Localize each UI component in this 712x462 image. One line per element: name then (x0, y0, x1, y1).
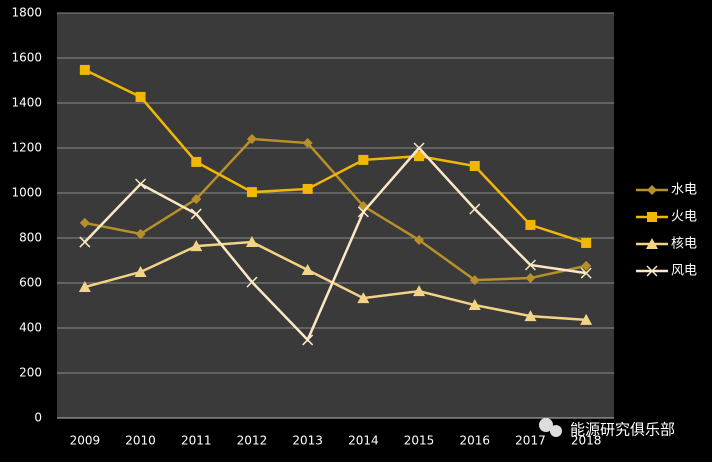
series-line (84, 240, 587, 322)
point-marker (190, 208, 202, 220)
point-marker (246, 187, 257, 198)
x-tick-label: 2013 (292, 434, 323, 448)
point-marker (414, 151, 425, 162)
x-tick-label: 2014 (348, 434, 379, 448)
legend-marker (647, 212, 657, 222)
point-marker (191, 194, 202, 205)
point-marker (135, 91, 146, 102)
point-marker (301, 263, 314, 275)
x-tick-label: 2017 (515, 434, 546, 448)
point-marker (413, 142, 425, 154)
point-marker (246, 276, 258, 288)
point-marker (524, 310, 537, 322)
point-marker (246, 134, 257, 144)
point-marker (358, 154, 369, 165)
point-marker (469, 161, 480, 171)
y-tick-label: 800 (19, 231, 42, 245)
series-line (83, 146, 587, 343)
point-marker (525, 273, 536, 284)
point-marker (414, 235, 425, 246)
point-marker (357, 206, 369, 218)
point-marker (468, 299, 481, 311)
y-tick-label: 1000 (11, 186, 42, 200)
y-tick-label: 400 (19, 321, 42, 335)
point-marker (79, 236, 91, 248)
legend-label: 水电 (671, 183, 697, 198)
series-line (84, 68, 587, 245)
y-tick-label: 1600 (11, 51, 42, 65)
point-marker (135, 178, 147, 190)
x-tick-label: 2011 (181, 434, 212, 448)
legend-marker (646, 265, 658, 277)
y-tick-label: 0 (34, 411, 42, 425)
point-marker (357, 292, 370, 304)
y-tick-label: 200 (19, 366, 42, 380)
point-marker (135, 228, 146, 239)
legend-label: 核电 (671, 237, 697, 252)
point-marker (469, 275, 480, 286)
legend-marker (647, 185, 657, 195)
watermark-icon (539, 418, 562, 437)
x-tick-label: 2015 (404, 434, 435, 448)
x-tick-label: 2012 (237, 434, 268, 448)
plot-area (57, 13, 614, 418)
x-tick-label: 2010 (125, 434, 156, 448)
legend-label: 风电 (671, 264, 697, 279)
point-marker (79, 217, 90, 228)
legend-label: 火电 (671, 210, 697, 225)
point-marker (525, 219, 536, 230)
point-marker (190, 240, 203, 252)
point-marker (413, 285, 426, 297)
point-marker (581, 237, 592, 248)
point-marker (302, 138, 313, 149)
y-tick-label: 600 (19, 276, 42, 290)
point-marker (79, 64, 90, 75)
y-tick-label: 1200 (11, 141, 42, 155)
x-tick-label: 2016 (459, 434, 490, 448)
point-marker (469, 203, 481, 215)
y-tick-label: 1400 (11, 96, 42, 110)
point-marker (524, 259, 536, 271)
point-marker (302, 183, 313, 194)
point-marker (191, 156, 202, 167)
y-tick-label: 1800 (11, 6, 42, 20)
point-marker (245, 236, 258, 248)
point-marker (134, 265, 147, 277)
watermark: 能源研究俱乐部 (570, 421, 675, 439)
point-marker (580, 313, 593, 325)
point-marker (302, 334, 314, 346)
point-marker (580, 267, 592, 279)
x-tick-label: 2009 (70, 434, 101, 448)
x-tick-label: 2018 (571, 434, 602, 448)
point-marker (78, 281, 91, 293)
point-marker (581, 260, 592, 271)
legend-marker (646, 238, 658, 249)
